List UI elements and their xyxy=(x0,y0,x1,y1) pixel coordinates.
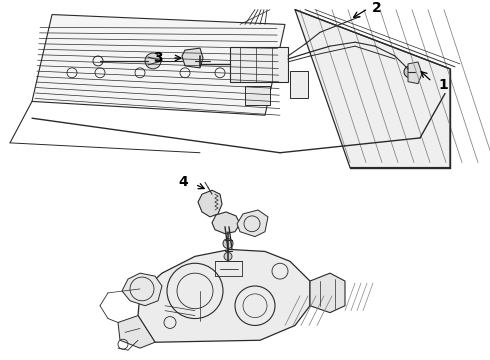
Text: 4: 4 xyxy=(178,175,188,189)
Circle shape xyxy=(224,252,232,260)
Polygon shape xyxy=(408,62,422,84)
Circle shape xyxy=(145,53,161,69)
Bar xyxy=(230,47,288,82)
Bar xyxy=(290,71,308,98)
Bar xyxy=(245,86,270,105)
Circle shape xyxy=(223,239,233,248)
Polygon shape xyxy=(237,210,268,237)
Text: 3: 3 xyxy=(153,51,163,65)
Text: 2: 2 xyxy=(372,1,382,15)
Polygon shape xyxy=(198,190,222,217)
Circle shape xyxy=(404,66,416,78)
Polygon shape xyxy=(138,249,310,342)
Polygon shape xyxy=(32,14,285,115)
Polygon shape xyxy=(182,48,203,68)
Polygon shape xyxy=(295,10,450,167)
Polygon shape xyxy=(122,273,162,306)
Polygon shape xyxy=(212,212,240,234)
Polygon shape xyxy=(310,273,345,312)
Polygon shape xyxy=(118,316,155,348)
Text: 1: 1 xyxy=(438,78,448,92)
